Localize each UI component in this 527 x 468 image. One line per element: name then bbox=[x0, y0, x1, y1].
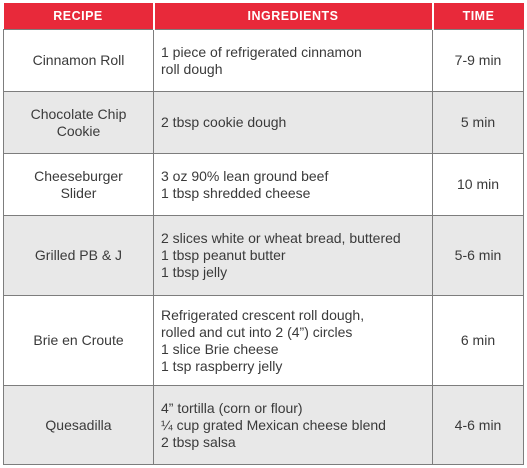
recipe-name-line: Cookie bbox=[56, 122, 101, 139]
recipe-cell: Brie en Croute bbox=[3, 295, 154, 386]
recipe-cell: Cheeseburger Slider bbox=[3, 153, 154, 216]
ingredient-line: 1 slice Brie cheese bbox=[161, 340, 279, 357]
ingredient-line: 1 piece of refrigerated cinnamon bbox=[161, 43, 362, 60]
ingredients-cell: 4” tortilla (corn or flour) ¼ cup grated… bbox=[153, 385, 433, 465]
table-header-row: RECIPE INGREDIENTS TIME bbox=[3, 3, 524, 30]
ingredient-line: 1 tsp raspberry jelly bbox=[161, 357, 283, 374]
ingredient-line: ¼ cup grated Mexican cheese blend bbox=[161, 416, 386, 433]
recipe-name-line: Quesadilla bbox=[45, 416, 112, 433]
ingredient-line: 1 tbsp jelly bbox=[161, 264, 228, 280]
recipe-name-line: Grilled PB & J bbox=[34, 247, 123, 263]
table-row: Grilled PB & J 2 slices white or wheat b… bbox=[3, 215, 524, 296]
recipe-name-line: Brie en Croute bbox=[33, 332, 124, 348]
recipe-table: RECIPE INGREDIENTS TIME Cinnamon Roll 1 … bbox=[3, 3, 524, 465]
ingredient-line: 2 tbsp cookie dough bbox=[161, 114, 287, 130]
recipe-name-line: Cheeseburger bbox=[34, 167, 123, 184]
table-row: Cinnamon Roll 1 piece of refrigerated ci… bbox=[3, 29, 524, 92]
ingredient-line: 1 tbsp shredded cheese bbox=[161, 184, 311, 201]
recipe-table-container: RECIPE INGREDIENTS TIME Cinnamon Roll 1 … bbox=[3, 3, 524, 465]
recipe-cell: Chocolate Chip Cookie bbox=[3, 91, 154, 154]
table-row: Chocolate Chip Cookie 2 tbsp cookie doug… bbox=[3, 91, 524, 154]
time-cell: 10 min bbox=[432, 153, 524, 216]
ingredient-line: 2 tbsp salsa bbox=[161, 433, 236, 450]
ingredient-line: 1 tbsp peanut butter bbox=[161, 247, 286, 263]
header-ingredients: INGREDIENTS bbox=[153, 3, 434, 30]
ingredient-line: 4” tortilla (corn or flour) bbox=[161, 399, 303, 416]
ingredients-cell: 2 slices white or wheat bread, buttered … bbox=[153, 215, 433, 296]
ingredient-line: Refrigerated crescent roll dough, bbox=[161, 306, 365, 323]
table-row: Quesadilla 4” tortilla (corn or flour) ¼… bbox=[3, 385, 524, 465]
time-cell: 5 min bbox=[432, 91, 524, 154]
ingredients-cell: 1 piece of refrigerated cinnamon roll do… bbox=[153, 29, 433, 92]
time-cell: 6 min bbox=[432, 295, 524, 386]
ingredient-line: roll dough bbox=[161, 60, 223, 77]
table-row: Brie en Croute Refrigerated crescent rol… bbox=[3, 295, 524, 386]
ingredients-cell: 3 oz 90% lean ground beef 1 tbsp shredde… bbox=[153, 153, 433, 216]
recipe-cell: Quesadilla bbox=[3, 385, 154, 465]
table-row: Cheeseburger Slider 3 oz 90% lean ground… bbox=[3, 153, 524, 216]
recipe-cell: Cinnamon Roll bbox=[3, 29, 154, 92]
time-cell: 5-6 min bbox=[432, 215, 524, 296]
recipe-cell: Grilled PB & J bbox=[3, 215, 154, 296]
ingredient-line: 2 slices white or wheat bread, buttered bbox=[161, 230, 401, 246]
recipe-name-line: Chocolate Chip bbox=[30, 105, 127, 122]
time-cell: 4-6 min bbox=[432, 385, 524, 465]
ingredient-line: rolled and cut into 2 (4”) circles bbox=[161, 323, 353, 340]
recipe-name-line: Slider bbox=[60, 184, 97, 201]
header-time: TIME bbox=[432, 3, 524, 30]
header-recipe: RECIPE bbox=[3, 3, 155, 30]
ingredient-line: 3 oz 90% lean ground beef bbox=[161, 167, 329, 184]
ingredients-cell: Refrigerated crescent roll dough, rolled… bbox=[153, 295, 433, 386]
ingredients-cell: 2 tbsp cookie dough bbox=[153, 91, 433, 154]
recipe-name-line: Cinnamon Roll bbox=[32, 52, 125, 68]
time-cell: 7-9 min bbox=[432, 29, 524, 92]
